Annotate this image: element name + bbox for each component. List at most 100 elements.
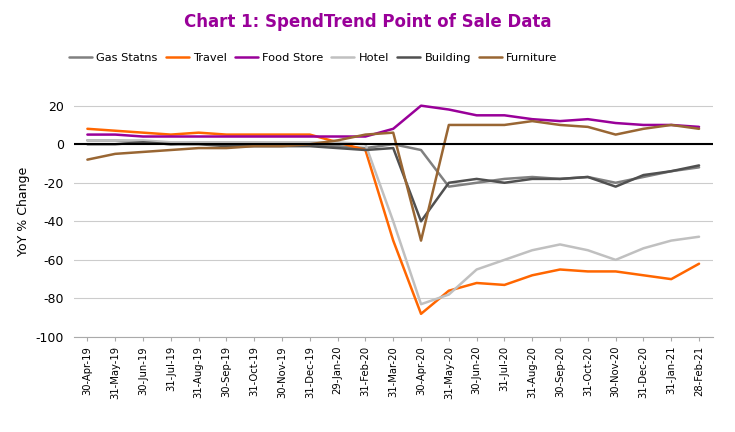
Travel bbox=[528, 273, 537, 278]
Travel bbox=[639, 273, 648, 278]
Furniture bbox=[472, 122, 481, 127]
Building bbox=[472, 176, 481, 181]
Building bbox=[278, 143, 287, 149]
Travel bbox=[556, 267, 564, 272]
Building bbox=[417, 219, 426, 224]
Travel bbox=[472, 280, 481, 286]
Furniture bbox=[584, 124, 592, 130]
Travel bbox=[222, 132, 231, 137]
Furniture bbox=[333, 138, 342, 143]
Gas Statns bbox=[639, 175, 648, 180]
Food Store bbox=[667, 122, 675, 127]
Hotel bbox=[139, 138, 148, 143]
Travel bbox=[361, 147, 370, 152]
Travel bbox=[166, 132, 175, 137]
Hotel bbox=[528, 248, 537, 253]
Hotel bbox=[333, 140, 342, 145]
Gas Statns bbox=[83, 138, 92, 143]
Furniture bbox=[556, 122, 564, 127]
Gas Statns bbox=[695, 165, 703, 170]
Furniture bbox=[222, 146, 231, 151]
Gas Statns bbox=[278, 142, 287, 147]
Travel bbox=[333, 140, 342, 145]
Gas Statns bbox=[445, 184, 453, 189]
Furniture bbox=[639, 126, 648, 131]
Furniture bbox=[417, 238, 426, 243]
Food Store bbox=[250, 134, 259, 139]
Building bbox=[139, 140, 148, 145]
Gas Statns bbox=[584, 175, 592, 180]
Travel bbox=[111, 128, 120, 133]
Building bbox=[639, 172, 648, 178]
Gas Statns bbox=[472, 180, 481, 185]
Line: Hotel: Hotel bbox=[87, 140, 699, 304]
Gas Statns bbox=[194, 140, 203, 145]
Gas Statns bbox=[361, 146, 370, 151]
Food Store bbox=[639, 122, 648, 127]
Furniture bbox=[111, 151, 120, 156]
Hotel bbox=[695, 234, 703, 239]
Hotel bbox=[667, 238, 675, 243]
Gas Statns bbox=[222, 140, 231, 145]
Line: Travel: Travel bbox=[87, 129, 699, 314]
Hotel bbox=[166, 140, 175, 145]
Gas Statns bbox=[612, 180, 620, 185]
Food Store bbox=[361, 134, 370, 139]
Food Store bbox=[139, 134, 148, 139]
Travel bbox=[445, 288, 453, 293]
Hotel bbox=[639, 246, 648, 251]
Furniture bbox=[250, 143, 259, 149]
Furniture bbox=[389, 130, 398, 135]
Legend: Gas Statns, Travel, Food Store, Hotel, Building, Furniture: Gas Statns, Travel, Food Store, Hotel, B… bbox=[65, 49, 562, 68]
Furniture bbox=[528, 118, 537, 124]
Food Store bbox=[306, 134, 315, 139]
Furniture bbox=[194, 146, 203, 151]
Building bbox=[556, 176, 564, 181]
Gas Statns bbox=[500, 176, 509, 181]
Furniture bbox=[500, 122, 509, 127]
Travel bbox=[83, 126, 92, 131]
Travel bbox=[584, 269, 592, 274]
Food Store bbox=[166, 134, 175, 139]
Hotel bbox=[222, 140, 231, 145]
Food Store bbox=[222, 134, 231, 139]
Furniture bbox=[445, 122, 453, 127]
Building bbox=[667, 168, 675, 174]
Food Store bbox=[194, 134, 203, 139]
Travel bbox=[417, 311, 426, 316]
Gas Statns bbox=[306, 142, 315, 147]
Hotel bbox=[584, 248, 592, 253]
Hotel bbox=[278, 140, 287, 145]
Food Store bbox=[278, 134, 287, 139]
Building bbox=[83, 142, 92, 147]
Building bbox=[222, 143, 231, 149]
Building bbox=[584, 175, 592, 180]
Travel bbox=[194, 130, 203, 135]
Hotel bbox=[306, 140, 315, 145]
Food Store bbox=[445, 107, 453, 112]
Line: Furniture: Furniture bbox=[87, 121, 699, 241]
Furniture bbox=[83, 157, 92, 162]
Gas Statns bbox=[389, 142, 398, 147]
Hotel bbox=[445, 292, 453, 297]
Line: Food Store: Food Store bbox=[87, 106, 699, 137]
Travel bbox=[695, 261, 703, 266]
Furniture bbox=[278, 143, 287, 149]
Line: Gas Statns: Gas Statns bbox=[87, 140, 699, 187]
Text: Chart 1: SpendTrend Point of Sale Data: Chart 1: SpendTrend Point of Sale Data bbox=[184, 13, 551, 31]
Furniture bbox=[306, 142, 315, 147]
Building bbox=[333, 146, 342, 151]
Travel bbox=[250, 132, 259, 137]
Hotel bbox=[556, 242, 564, 247]
Food Store bbox=[111, 132, 120, 137]
Building bbox=[389, 146, 398, 151]
Hotel bbox=[612, 257, 620, 263]
Food Store bbox=[556, 118, 564, 124]
Building bbox=[111, 142, 120, 147]
Food Store bbox=[528, 117, 537, 122]
Travel bbox=[306, 132, 315, 137]
Gas Statns bbox=[139, 140, 148, 145]
Hotel bbox=[83, 138, 92, 143]
Food Store bbox=[417, 103, 426, 108]
Gas Statns bbox=[333, 143, 342, 149]
